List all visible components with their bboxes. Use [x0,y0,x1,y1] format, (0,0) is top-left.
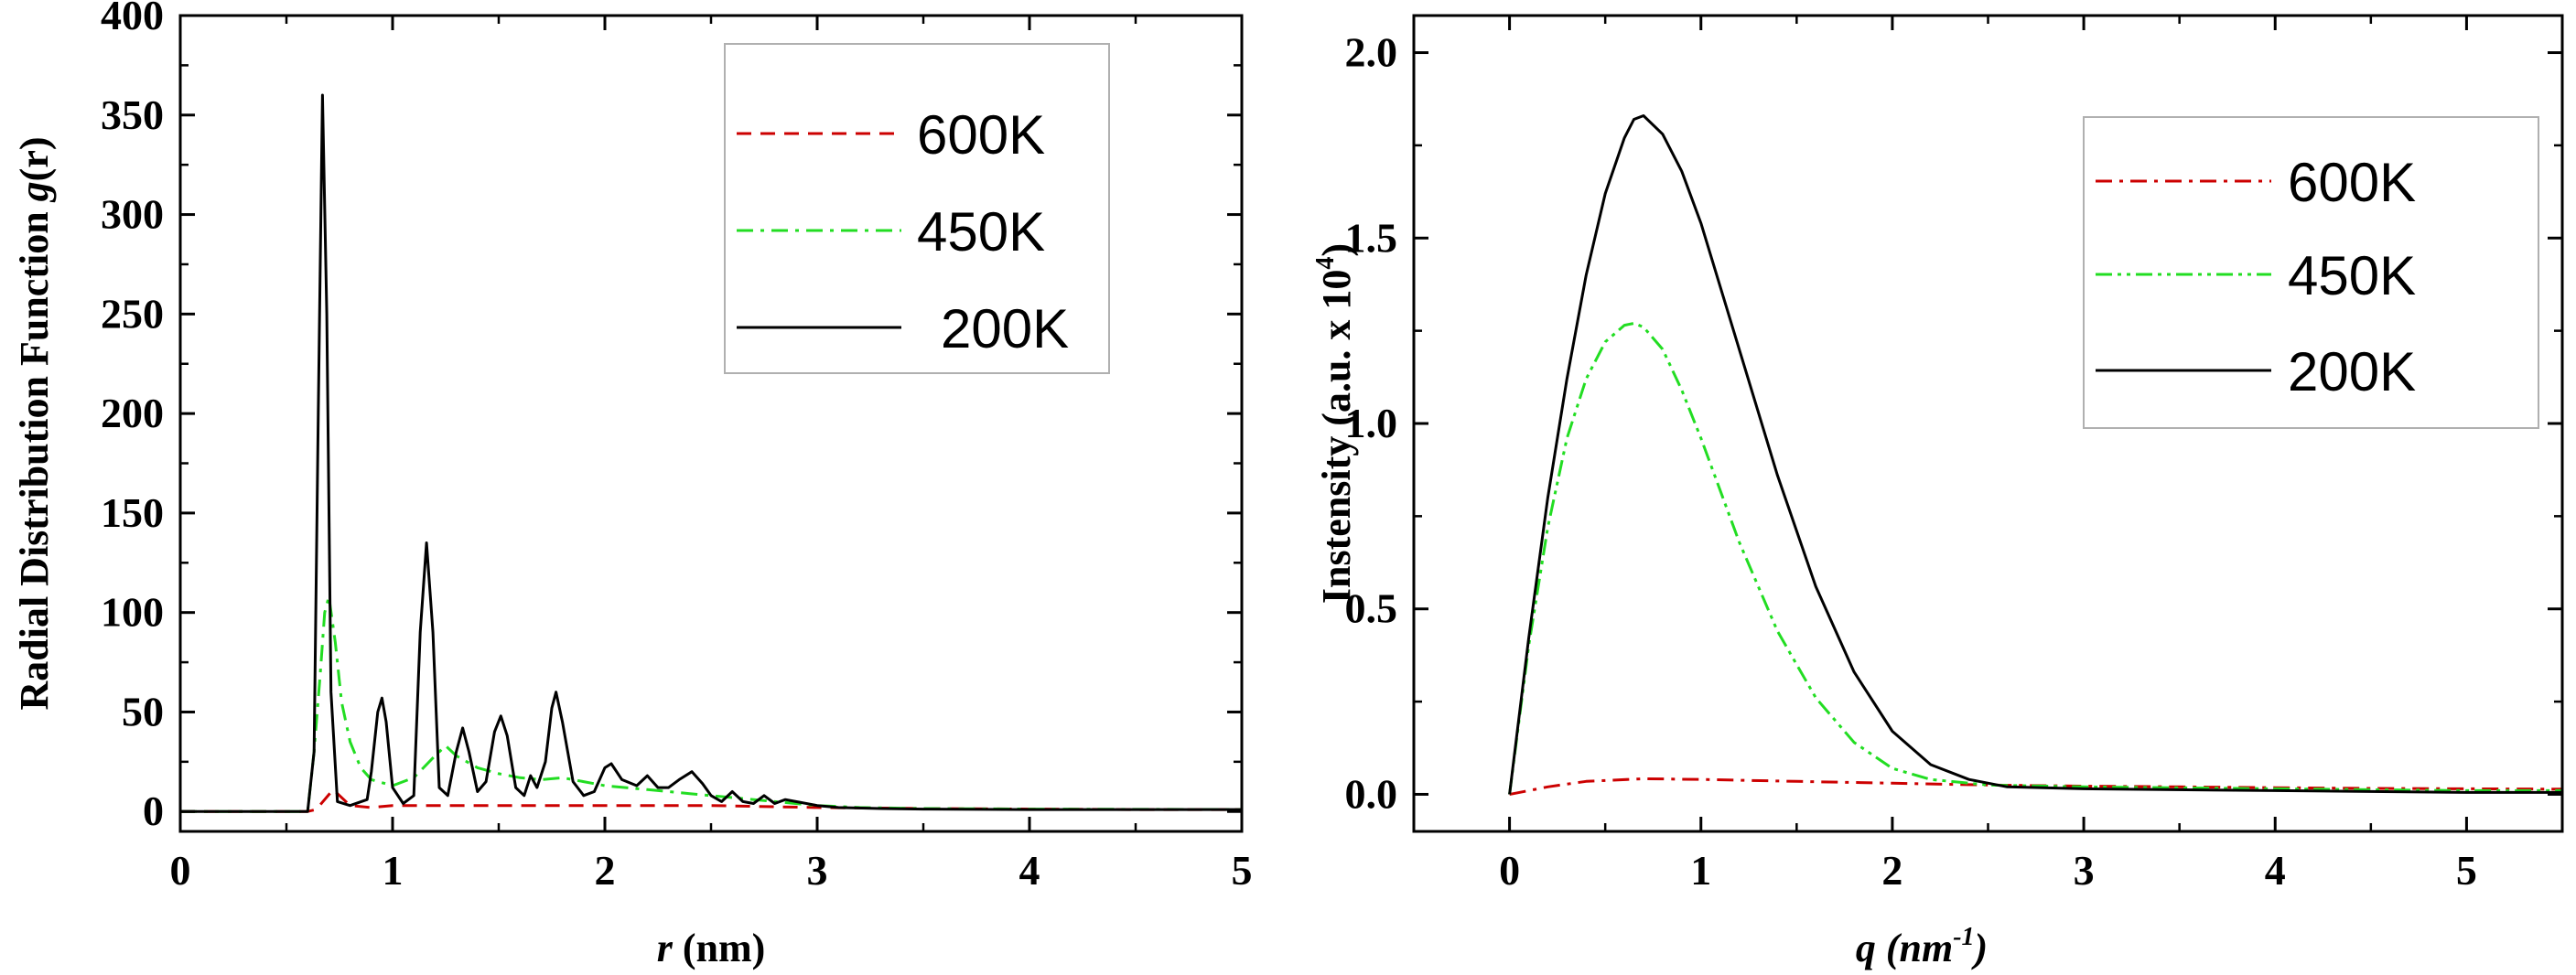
intensity-legend-label-600k: 600K [2288,152,2416,213]
rdf-ytick-label: 250 [101,290,164,337]
intensity-xtick-label: 2 [1881,847,1902,894]
intensity-ytick-label: 2.0 [1345,29,1398,76]
rdf-xtick-label: 3 [807,847,828,894]
rdf-ytick-label: 300 [101,191,164,238]
rdf-xtick-label: 1 [383,847,404,894]
rdf-legend-label-600k: 600K [917,104,1045,166]
intensity-ticks [1414,16,2562,831]
intensity-xtick-label: 3 [2074,847,2095,894]
intensity-tick-labels: 0 1 2 3 4 5 0.0 0.5 1.0 1.5 2.0 [1345,29,2477,894]
intensity-chart: 0 1 2 3 4 5 0.0 0.5 1.0 1.5 2.0 q (nm-1) Instensit… [1311,14,2564,970]
rdf-series-200k [180,93,1242,813]
intensity-xtick-label: 4 [2265,847,2286,894]
rdf-y-axis-label: Radial Distribution Function g(r) [12,136,57,710]
rdf-xtick-label: 2 [595,847,616,894]
rdf-legend-label-200k: 200K [941,298,1069,359]
intensity-ytick-label: 1.5 [1345,214,1398,261]
rdf-series-600k [180,788,1242,813]
intensity-legend-label-450k: 450K [2288,245,2416,306]
rdf-ticks [178,14,1244,831]
intensity-series-200k [1508,114,2562,795]
intensity-xtick-label: 0 [1499,847,1520,894]
rdf-xtick-label: 0 [170,847,191,894]
rdf-legend: 600K 450K 200K [724,43,1110,374]
rdf-legend-label-450k: 450K [917,201,1045,262]
rdf-ytick-label: 50 [122,688,164,734]
rdf-series-450k [180,595,1242,813]
rdf-series-group [180,93,1242,813]
intensity-legend: 600K 450K 200K [2083,116,2539,429]
rdf-ytick-label: 0 [143,788,164,834]
rdf-ytick-label: 150 [101,489,164,536]
rdf-xtick-label: 5 [1232,847,1253,894]
rdf-ytick-label: 100 [101,589,164,636]
rdf-legend-box [724,43,1110,374]
rdf-ytick-label: 400 [101,0,164,38]
intensity-series-450k [1508,322,2562,795]
intensity-xtick-label: 5 [2456,847,2477,894]
intensity-xtick-label: 1 [1690,847,1711,894]
rdf-ytick-label: 200 [101,390,164,436]
intensity-ytick-label: 1.0 [1345,400,1398,446]
intensity-legend-label-200k: 200K [2288,341,2416,402]
rdf-x-axis-label: r (nm) [657,926,766,970]
rdf-ytick-label: 350 [101,91,164,138]
intensity-ytick-label: 0.0 [1345,770,1398,817]
intensity-ytick-label: 0.5 [1345,585,1398,632]
intensity-y-axis-label: Instensity (a.u. x 104) [1311,243,1359,604]
intensity-series-group [1508,114,2562,796]
intensity-x-axis-label: q (nm-1) [1856,923,1988,970]
intensity-legend-box [2083,116,2539,429]
rdf-xtick-label: 4 [1019,847,1040,894]
